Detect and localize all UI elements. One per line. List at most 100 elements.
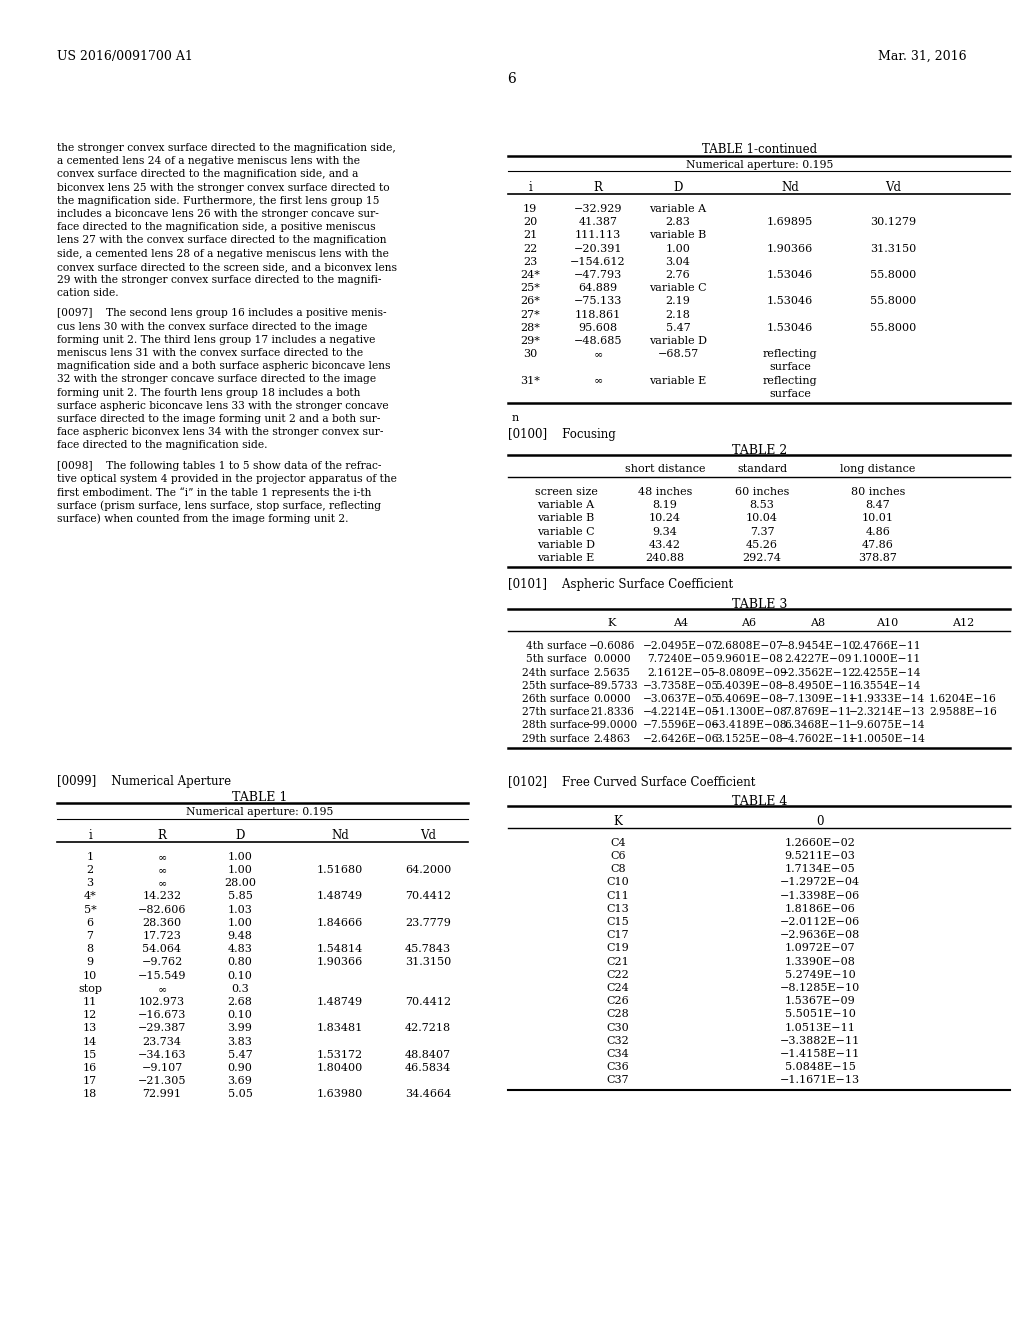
Text: ∞: ∞: [158, 983, 167, 994]
Text: 32 with the stronger concave surface directed to the image: 32 with the stronger concave surface dir…: [57, 375, 376, 384]
Text: variable B: variable B: [649, 231, 707, 240]
Text: K: K: [608, 618, 616, 628]
Text: −15.549: −15.549: [138, 970, 186, 981]
Text: a cemented lens 24 of a negative meniscus lens with the: a cemented lens 24 of a negative meniscu…: [57, 156, 360, 166]
Text: 9.9601E−08: 9.9601E−08: [715, 655, 783, 664]
Text: −2.0495E−07: −2.0495E−07: [643, 642, 719, 651]
Text: 12: 12: [83, 1010, 97, 1020]
Text: 5.4039E−08: 5.4039E−08: [715, 681, 782, 690]
Text: [0101]    Aspheric Surface Coefficient: [0101] Aspheric Surface Coefficient: [508, 578, 733, 591]
Text: D: D: [236, 829, 245, 842]
Text: 28*: 28*: [520, 323, 540, 333]
Text: C4: C4: [610, 838, 626, 847]
Text: 34.4664: 34.4664: [404, 1089, 452, 1100]
Text: 7.7240E−05: 7.7240E−05: [647, 655, 715, 664]
Text: Vd: Vd: [420, 829, 436, 842]
Text: −8.0809E−09: −8.0809E−09: [711, 668, 787, 677]
Text: 1.2660E−02: 1.2660E−02: [784, 838, 855, 847]
Text: 3.1525E−08: 3.1525E−08: [715, 734, 782, 743]
Text: 45.26: 45.26: [746, 540, 778, 550]
Text: TABLE 1: TABLE 1: [232, 791, 288, 804]
Text: 5.47: 5.47: [666, 323, 690, 333]
Text: 9.48: 9.48: [227, 931, 253, 941]
Text: C17: C17: [606, 931, 630, 940]
Text: TABLE 4: TABLE 4: [732, 795, 787, 808]
Text: 2.18: 2.18: [666, 310, 690, 319]
Text: 5.85: 5.85: [227, 891, 253, 902]
Text: TABLE 2: TABLE 2: [732, 444, 787, 457]
Text: 111.113: 111.113: [574, 231, 622, 240]
Text: −82.606: −82.606: [138, 904, 186, 915]
Text: −34.163: −34.163: [138, 1049, 186, 1060]
Text: 1.53046: 1.53046: [767, 323, 813, 333]
Text: 4.83: 4.83: [227, 944, 253, 954]
Text: −154.612: −154.612: [570, 257, 626, 267]
Text: cation side.: cation side.: [57, 288, 119, 298]
Text: cus lens 30 with the convex surface directed to the image: cus lens 30 with the convex surface dire…: [57, 322, 368, 331]
Text: Numerical aperture: 0.195: Numerical aperture: 0.195: [186, 807, 334, 817]
Text: 8.47: 8.47: [865, 500, 891, 511]
Text: 5.05: 5.05: [227, 1089, 253, 1100]
Text: −48.685: −48.685: [573, 337, 623, 346]
Text: 1.54814: 1.54814: [316, 944, 364, 954]
Text: 72.991: 72.991: [142, 1089, 181, 1100]
Text: 1.84666: 1.84666: [316, 917, 364, 928]
Text: 9: 9: [86, 957, 93, 968]
Text: 21.8336: 21.8336: [590, 708, 634, 717]
Text: 0.0000: 0.0000: [593, 655, 631, 664]
Text: forming unit 2. The fourth lens group 18 includes a both: forming unit 2. The fourth lens group 18…: [57, 388, 360, 397]
Text: i: i: [528, 181, 531, 194]
Text: 1.80400: 1.80400: [316, 1063, 364, 1073]
Text: −1.3398E−06: −1.3398E−06: [780, 891, 860, 900]
Text: −3.7358E−05: −3.7358E−05: [643, 681, 719, 690]
Text: surface: surface: [769, 363, 811, 372]
Text: ∞: ∞: [158, 865, 167, 875]
Text: −1.1671E−13: −1.1671E−13: [780, 1076, 860, 1085]
Text: 4.86: 4.86: [865, 527, 891, 537]
Text: 5.0848E−15: 5.0848E−15: [784, 1063, 855, 1072]
Text: −32.929: −32.929: [573, 205, 623, 214]
Text: 292.74: 292.74: [742, 553, 781, 564]
Text: 5th surface: 5th surface: [525, 655, 587, 664]
Text: −7.5596E−06: −7.5596E−06: [643, 721, 719, 730]
Text: US 2016/0091700 A1: US 2016/0091700 A1: [57, 50, 193, 63]
Text: 22: 22: [523, 244, 538, 253]
Text: 1.0513E−11: 1.0513E−11: [784, 1023, 855, 1032]
Text: magnification side and a both surface aspheric biconcave lens: magnification side and a both surface as…: [57, 362, 390, 371]
Text: C26: C26: [606, 997, 630, 1006]
Text: standard: standard: [737, 465, 787, 474]
Text: −75.133: −75.133: [573, 297, 623, 306]
Text: surface: surface: [769, 389, 811, 399]
Text: n: n: [512, 413, 519, 422]
Text: TABLE 3: TABLE 3: [732, 598, 787, 611]
Text: 8.19: 8.19: [652, 500, 678, 511]
Text: −29.387: −29.387: [138, 1023, 186, 1034]
Text: [0098]    The following tables 1 to 5 show data of the refrac-: [0098] The following tables 1 to 5 show …: [57, 461, 382, 471]
Text: 29 with the stronger convex surface directed to the magnifi-: 29 with the stronger convex surface dire…: [57, 275, 382, 285]
Text: 2.4255E−14: 2.4255E−14: [853, 668, 921, 677]
Text: K: K: [613, 814, 623, 828]
Text: 9.5211E−03: 9.5211E−03: [784, 851, 855, 861]
Text: 10.01: 10.01: [862, 513, 894, 524]
Text: 5*: 5*: [84, 904, 96, 915]
Text: 10.24: 10.24: [649, 513, 681, 524]
Text: −9.762: −9.762: [141, 957, 182, 968]
Text: 1.6204E−16: 1.6204E−16: [929, 694, 997, 704]
Text: C10: C10: [606, 878, 630, 887]
Text: 2: 2: [86, 865, 93, 875]
Text: 7.37: 7.37: [750, 527, 774, 537]
Text: 2.4766E−11: 2.4766E−11: [853, 642, 921, 651]
Text: 42.7218: 42.7218: [404, 1023, 451, 1034]
Text: −8.4950E−11: −8.4950E−11: [779, 681, 856, 690]
Text: 102.973: 102.973: [139, 997, 185, 1007]
Text: 118.861: 118.861: [574, 310, 622, 319]
Text: convex surface directed to the screen side, and a biconvex lens: convex surface directed to the screen si…: [57, 261, 397, 272]
Text: 0: 0: [816, 814, 823, 828]
Text: C8: C8: [610, 865, 626, 874]
Text: forming unit 2. The third lens group 17 includes a negative: forming unit 2. The third lens group 17 …: [57, 335, 376, 345]
Text: 2.1612E−05: 2.1612E−05: [647, 668, 715, 677]
Text: C22: C22: [606, 970, 630, 979]
Text: 5.5051E−10: 5.5051E−10: [784, 1010, 855, 1019]
Text: variable D: variable D: [537, 540, 595, 550]
Text: −1.9333E−14: −1.9333E−14: [849, 694, 925, 704]
